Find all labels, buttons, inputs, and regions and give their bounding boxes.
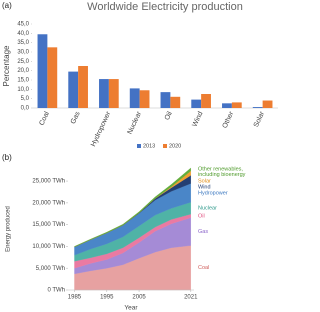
- legend-label: Gas: [198, 229, 208, 235]
- y-tick-label: 5,0: [21, 96, 30, 102]
- x-tick-label: Wind: [192, 111, 205, 129]
- figure: (a) Worldwide Electricity production Perce…: [2, 1, 278, 312]
- legend-label: 2020: [169, 143, 181, 149]
- legend-label: Hydropower: [198, 190, 228, 196]
- bar: [78, 66, 88, 108]
- bar: [191, 99, 202, 108]
- y-tick-label: 10,0: [17, 87, 29, 93]
- x-tick-label: Other: [222, 110, 236, 129]
- bar: [252, 107, 263, 108]
- y-tick-label: 0 TWh: [47, 288, 65, 294]
- y-tick-label: 10,000 TWh: [32, 244, 65, 250]
- legend-label: Wind: [198, 184, 211, 190]
- x-tick-label: Oil: [164, 110, 174, 121]
- x-tick-label: Hydropower: [90, 110, 113, 148]
- bar: [47, 47, 58, 108]
- legend-label: Other renewables, including bioenergy: [198, 167, 246, 179]
- x-tick-label: Solar: [253, 110, 267, 128]
- y-axis-label: Energy produced: [6, 206, 12, 252]
- y-tick-label: 20,000 TWh: [32, 200, 65, 206]
- legend-line: Other renewables,: [198, 167, 244, 173]
- x-tick-label: Gas: [70, 110, 82, 125]
- bar: [139, 90, 150, 108]
- y-tick-label: 15,000 TWh: [32, 222, 65, 228]
- panel-label: (a): [2, 1, 12, 10]
- bar: [160, 92, 171, 108]
- y-tick-label: 20,0: [17, 68, 29, 74]
- bar: [129, 88, 140, 108]
- x-tick-label: Nuclear: [127, 110, 144, 135]
- bar: [222, 103, 232, 108]
- y-axis-label: Percentage: [2, 45, 11, 86]
- bar: [262, 100, 273, 108]
- y-tick-label: 25,000 TWh: [32, 179, 65, 185]
- legend-line: including bioenergy: [198, 172, 246, 178]
- x-tick-label: 2005: [132, 295, 146, 301]
- legend-swatch: [137, 144, 141, 148]
- x-tick-label: 1985: [68, 295, 82, 301]
- x-tick-label: 2021: [184, 295, 198, 301]
- y-tick-label: 40,0: [17, 31, 29, 37]
- legend-label: Nuclear: [198, 206, 217, 212]
- chart-title: Worldwide Electricity production: [87, 1, 243, 13]
- y-tick-label: 45,0: [17, 22, 29, 28]
- legend-label: Oil: [198, 213, 205, 219]
- y-tick-label: 30,0: [17, 50, 29, 56]
- bar: [108, 79, 119, 108]
- legend-label: 2013: [143, 143, 155, 149]
- y-tick-label: 35,0: [17, 40, 29, 46]
- y-tick-label: 15,0: [17, 78, 29, 84]
- bar: [37, 34, 48, 109]
- bar: [68, 71, 79, 108]
- x-axis-label: Year: [124, 305, 138, 312]
- area: [74, 167, 191, 248]
- legend-swatch: [163, 144, 167, 148]
- x-tick-label: Coal: [38, 110, 51, 126]
- panel-label: (b): [2, 153, 12, 162]
- x-tick-label: 1995: [100, 295, 114, 301]
- bar: [231, 102, 242, 108]
- y-tick-label: 5,000 TWh: [36, 266, 65, 272]
- bar: [170, 96, 181, 108]
- y-tick-label: 25,0: [17, 59, 29, 65]
- y-tick-label: 0,0: [21, 106, 30, 112]
- legend-label: Solar: [198, 178, 211, 184]
- bar: [201, 94, 211, 108]
- legend-label: Coal: [198, 265, 209, 271]
- bar: [99, 79, 109, 108]
